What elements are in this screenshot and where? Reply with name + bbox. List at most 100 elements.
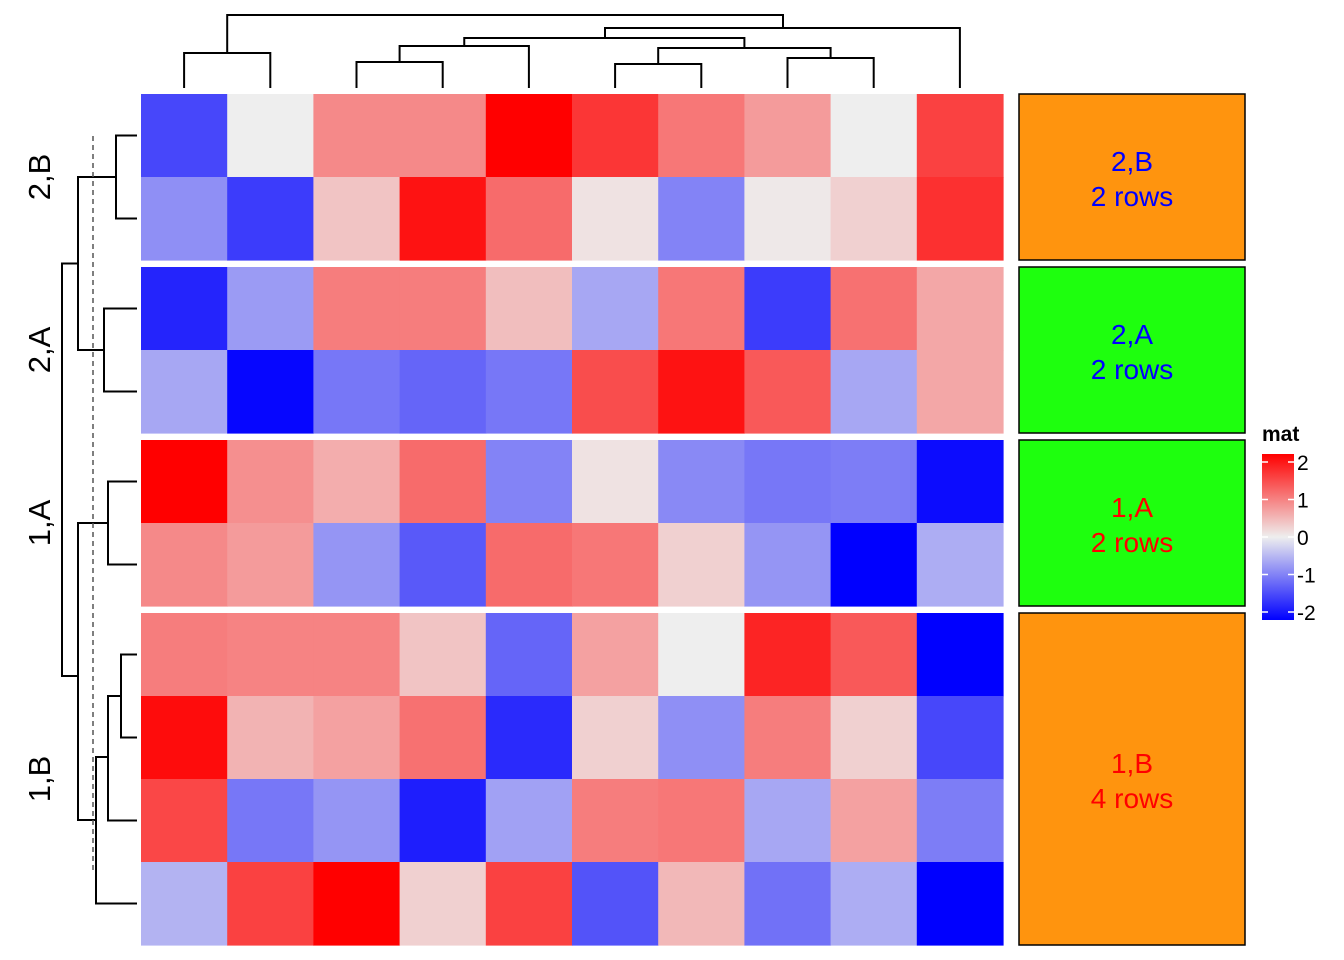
heatmap-cell bbox=[744, 350, 832, 434]
column-dendrogram bbox=[183, 14, 961, 88]
dendrogram-branch bbox=[115, 134, 137, 220]
heatmap-cell bbox=[313, 440, 401, 524]
heatmap-cell bbox=[572, 779, 659, 863]
legend-tick-label: 0 bbox=[1297, 527, 1309, 550]
heatmap-cell bbox=[485, 350, 573, 434]
heatmap-cell bbox=[658, 613, 745, 697]
row-dendrogram bbox=[61, 134, 137, 905]
panel-text: 2 rows bbox=[1091, 354, 1173, 385]
heatmap-cell bbox=[830, 267, 918, 351]
heatmap-cell bbox=[227, 177, 314, 261]
heatmap-cell bbox=[141, 523, 228, 607]
heatmap-cell bbox=[916, 94, 1004, 178]
heatmap-cell bbox=[916, 523, 1004, 607]
heatmap-cell bbox=[830, 696, 918, 780]
dendrogram-branch bbox=[95, 756, 137, 905]
row-group-label: 2,B bbox=[22, 154, 57, 201]
dendrogram-branch bbox=[120, 653, 137, 739]
heatmap-cell bbox=[141, 267, 228, 351]
heatmap-cell bbox=[141, 94, 228, 178]
heatmap-cell bbox=[658, 779, 745, 863]
heatmap-cell bbox=[313, 523, 401, 607]
annotation-panel bbox=[1018, 93, 1246, 261]
heatmap-cell bbox=[227, 862, 314, 946]
heatmap-cell bbox=[485, 177, 573, 261]
dendrogram-branch bbox=[657, 47, 832, 64]
heatmap-cell bbox=[313, 613, 401, 697]
heatmap-cell bbox=[227, 523, 314, 607]
heatmap-cell bbox=[485, 696, 573, 780]
annotation-panel bbox=[1018, 612, 1246, 946]
heatmap-cell bbox=[485, 862, 573, 946]
dendrogram-branch bbox=[77, 176, 116, 351]
heatmap-cell bbox=[399, 779, 487, 863]
heatmap-cell bbox=[313, 94, 401, 178]
heatmap-cell bbox=[916, 440, 1004, 524]
row-group-label: 1,A bbox=[22, 499, 57, 546]
color-legend: mat 2 1 0 -1 -2 bbox=[1262, 423, 1316, 625]
heatmap-cell bbox=[658, 523, 745, 607]
heatmap-cell bbox=[313, 696, 401, 780]
heatmap-cell bbox=[572, 177, 659, 261]
annotation-panel bbox=[1018, 439, 1246, 607]
row-group-label: 2,A bbox=[22, 326, 57, 373]
heatmap-cell bbox=[744, 862, 832, 946]
dendrogram-branch bbox=[183, 52, 272, 88]
heatmap-cell bbox=[399, 523, 487, 607]
heatmap-cell bbox=[227, 779, 314, 863]
heatmap-cell bbox=[572, 267, 659, 351]
heatmap-cell bbox=[658, 350, 745, 434]
heatmap-cell bbox=[744, 523, 832, 607]
heatmap-cell bbox=[916, 177, 1004, 261]
heatmap-cell bbox=[744, 613, 832, 697]
heatmap-cell bbox=[744, 177, 832, 261]
dendrogram-branch bbox=[355, 61, 444, 88]
heatmap-cell bbox=[399, 94, 487, 178]
heatmap-cell bbox=[830, 440, 918, 524]
heatmap-cell bbox=[485, 779, 573, 863]
heatmap-cell bbox=[313, 177, 401, 261]
heatmap-cell bbox=[830, 779, 918, 863]
heatmap-cell bbox=[572, 94, 659, 178]
heatmap-cell bbox=[313, 350, 401, 434]
dendrogram-branch bbox=[614, 63, 703, 88]
legend-title: mat bbox=[1262, 423, 1299, 446]
dendrogram-branch bbox=[786, 57, 875, 88]
heatmap-cell bbox=[572, 440, 659, 524]
row-group-labels: 2,B 2,A 1,A 1,B bbox=[22, 154, 57, 803]
heatmap-cell bbox=[141, 440, 228, 524]
annotation-panel bbox=[1018, 266, 1246, 434]
dendrogram-branch bbox=[398, 45, 530, 88]
dendrogram-branch bbox=[103, 307, 137, 393]
heatmap-cell bbox=[141, 696, 228, 780]
heatmap-cell bbox=[313, 779, 401, 863]
heatmap-cell bbox=[399, 267, 487, 351]
heatmap-cell bbox=[485, 613, 573, 697]
dendrogram-branch bbox=[107, 695, 137, 822]
heatmap-cell bbox=[141, 779, 228, 863]
heatmap-cell bbox=[399, 862, 487, 946]
heatmap-cell bbox=[227, 696, 314, 780]
heatmap-cell bbox=[227, 94, 314, 178]
heatmap-cell bbox=[916, 862, 1004, 946]
heatmap-cell bbox=[485, 523, 573, 607]
heatmap-cell bbox=[141, 862, 228, 946]
heatmap-cell bbox=[744, 267, 832, 351]
panel-text: 1,A bbox=[1111, 492, 1153, 523]
heatmap-cell bbox=[572, 696, 659, 780]
panel-text: 1,B bbox=[1111, 748, 1153, 779]
heatmap-cell bbox=[572, 613, 659, 697]
heatmap-cells bbox=[141, 94, 1004, 946]
dendrogram-branch bbox=[61, 262, 78, 677]
heatmap-cell bbox=[916, 267, 1004, 351]
heatmap-cell bbox=[313, 267, 401, 351]
heatmap-cell bbox=[744, 94, 832, 178]
heatmap-cell bbox=[141, 177, 228, 261]
heatmap-cell bbox=[572, 862, 659, 946]
dendrogram-branch bbox=[226, 14, 784, 53]
heatmap-cell bbox=[916, 350, 1004, 434]
heatmap-cell bbox=[572, 523, 659, 607]
heatmap-cell bbox=[485, 267, 573, 351]
heatmap-cell bbox=[916, 696, 1004, 780]
